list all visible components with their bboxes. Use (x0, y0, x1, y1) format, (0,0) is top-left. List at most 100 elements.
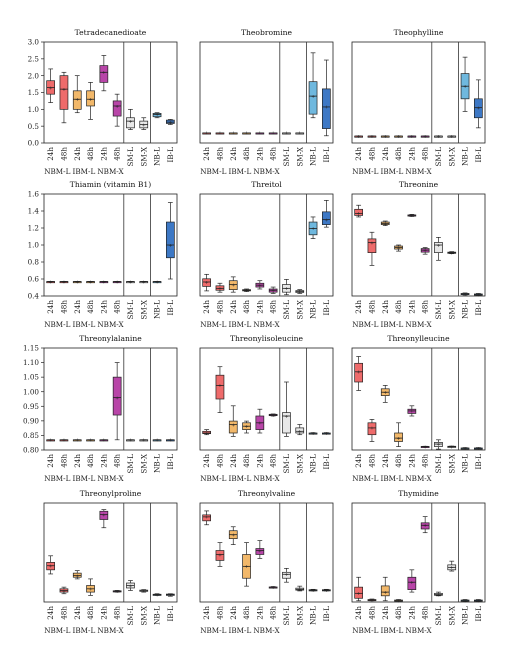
box-plot: + (166, 119, 175, 126)
plot-frame (199, 193, 334, 297)
box-iqr (228, 420, 238, 434)
box-iqr (322, 88, 331, 129)
box-mean-marker: + (410, 134, 414, 140)
box-plot: + (308, 588, 318, 594)
box-plot: + (215, 282, 225, 293)
x-tick-label: 48h (367, 606, 376, 620)
box-plot: + (394, 422, 403, 447)
box-plot: + (242, 288, 251, 294)
box-iqr (407, 576, 417, 590)
group-label: NBM-L (200, 320, 226, 329)
box-plot: + (354, 356, 363, 391)
box-mean-marker: + (298, 587, 302, 593)
y-tick-label: 2.5 (28, 54, 40, 63)
x-tick-label: IB-L (474, 454, 483, 470)
x-tick-label: 48h (242, 454, 251, 468)
plot-frame (199, 502, 334, 603)
box-plot: + (99, 55, 109, 92)
box-plot: + (407, 405, 417, 417)
box-mean-marker: + (155, 438, 159, 444)
box-iqr (354, 362, 363, 383)
chart-panel: Thymidine + + + + + + + + + +24h 48h 24h 48h 24h 48h SM-… (351, 489, 486, 635)
plot-frame (43, 502, 178, 603)
box-plot: + (474, 79, 483, 129)
chart-panel: Threonylproline + + + + + + + + + +24h 48h 24h 48h 24h… (43, 489, 178, 635)
x-tick-label: NB-L (461, 147, 470, 166)
x-tick-label: 48h (367, 454, 376, 468)
box-mean-marker: + (271, 288, 275, 294)
group-label: NBM-X (97, 167, 124, 176)
box-plot: + (268, 131, 278, 137)
group-label: IBM-L (229, 474, 252, 483)
box-mean-marker: + (396, 134, 400, 140)
x-tick-label: 48h (421, 454, 430, 468)
box-mean-marker: + (88, 438, 92, 444)
box-plot: + (59, 586, 69, 594)
chart-title: Theophylline (394, 28, 444, 37)
group-label: NBM-L (44, 474, 70, 483)
group-label: NBM-L (200, 474, 226, 483)
x-tick-label: 48h (59, 300, 68, 314)
box-mean-marker: + (298, 289, 302, 295)
y-tick-label: 1.5 (28, 88, 40, 97)
box-mean-marker: + (271, 413, 275, 419)
box-mean-marker: + (102, 70, 106, 76)
box-plot: + (268, 585, 278, 591)
box-mean-marker: + (410, 580, 414, 586)
y-tick-label: 1.10 (23, 358, 39, 367)
x-tick-label: SM-L (434, 147, 443, 167)
plot-frame (351, 347, 486, 451)
group-label: IBM-L (73, 626, 96, 635)
x-tick-label: NB-L (309, 454, 318, 473)
x-tick-label: 24h (99, 147, 108, 161)
x-tick-label: NB-L (309, 147, 318, 166)
chart-panel: Tetradecanedioate 0.0 0.5 1.0 1.5 2.0 2.5 3.0 + +… (28, 28, 178, 176)
y-tick-label: 0.5 (28, 122, 40, 131)
y-tick-label: 0.6 (28, 275, 40, 284)
x-tick-label: 24h (407, 606, 416, 620)
x-tick-label: IB-L (322, 300, 331, 316)
chart-title: Threonine (399, 180, 439, 189)
box-plot: + (59, 279, 69, 285)
box-mean-marker: + (205, 280, 209, 286)
x-tick-label: IB-L (166, 606, 175, 622)
box-mean-marker: + (168, 243, 172, 249)
chart-panel: Threonylalanine 0.80 0.85 0.90 0.95 1.00 1.05 1… (23, 334, 178, 483)
x-tick-label: 24h (99, 300, 108, 314)
box-plot: + (295, 585, 305, 593)
x-tick-label: SM-L (434, 454, 443, 474)
x-tick-label: SM-X (139, 453, 148, 473)
x-tick-label: IB-L (166, 147, 175, 163)
box-mean-marker: + (450, 250, 454, 256)
x-tick-label: SM-L (126, 147, 135, 167)
x-tick-label: SM-X (295, 299, 304, 319)
box-mean-marker: + (298, 131, 302, 137)
chart-title: Thymidine (398, 489, 439, 498)
box-iqr (367, 238, 377, 254)
x-tick-label: 24h (255, 454, 264, 468)
box-mean-marker: + (115, 279, 119, 285)
box-mean-marker: + (324, 217, 328, 223)
box-mean-marker: + (128, 279, 132, 285)
box-iqr (215, 550, 225, 561)
x-tick-label: NB-L (153, 606, 162, 625)
box-plot: + (420, 444, 430, 450)
y-tick-label: 0.95 (23, 402, 39, 411)
chart-title: Tetradecanedioate (75, 28, 147, 37)
chart-panel: Threonylisoleucine + + + + + + + + + +24h 48h 24h 48h… (199, 334, 334, 483)
box-plot: + (59, 438, 69, 444)
box-plot: + (474, 598, 483, 604)
x-tick-label: SM-L (434, 606, 443, 626)
x-tick-label: 24h (99, 454, 108, 468)
plot-frame (351, 502, 486, 603)
box-plot: + (367, 419, 377, 442)
box-plot: + (282, 279, 291, 296)
box-mean-marker: + (436, 592, 440, 598)
box-plot: + (354, 204, 363, 218)
box-mean-marker: + (324, 431, 328, 437)
box-plot: + (242, 131, 251, 137)
box-mean-marker: + (370, 240, 374, 246)
box-plot: + (166, 202, 175, 280)
box-plot: + (447, 250, 457, 256)
box-mean-marker: + (324, 105, 328, 111)
